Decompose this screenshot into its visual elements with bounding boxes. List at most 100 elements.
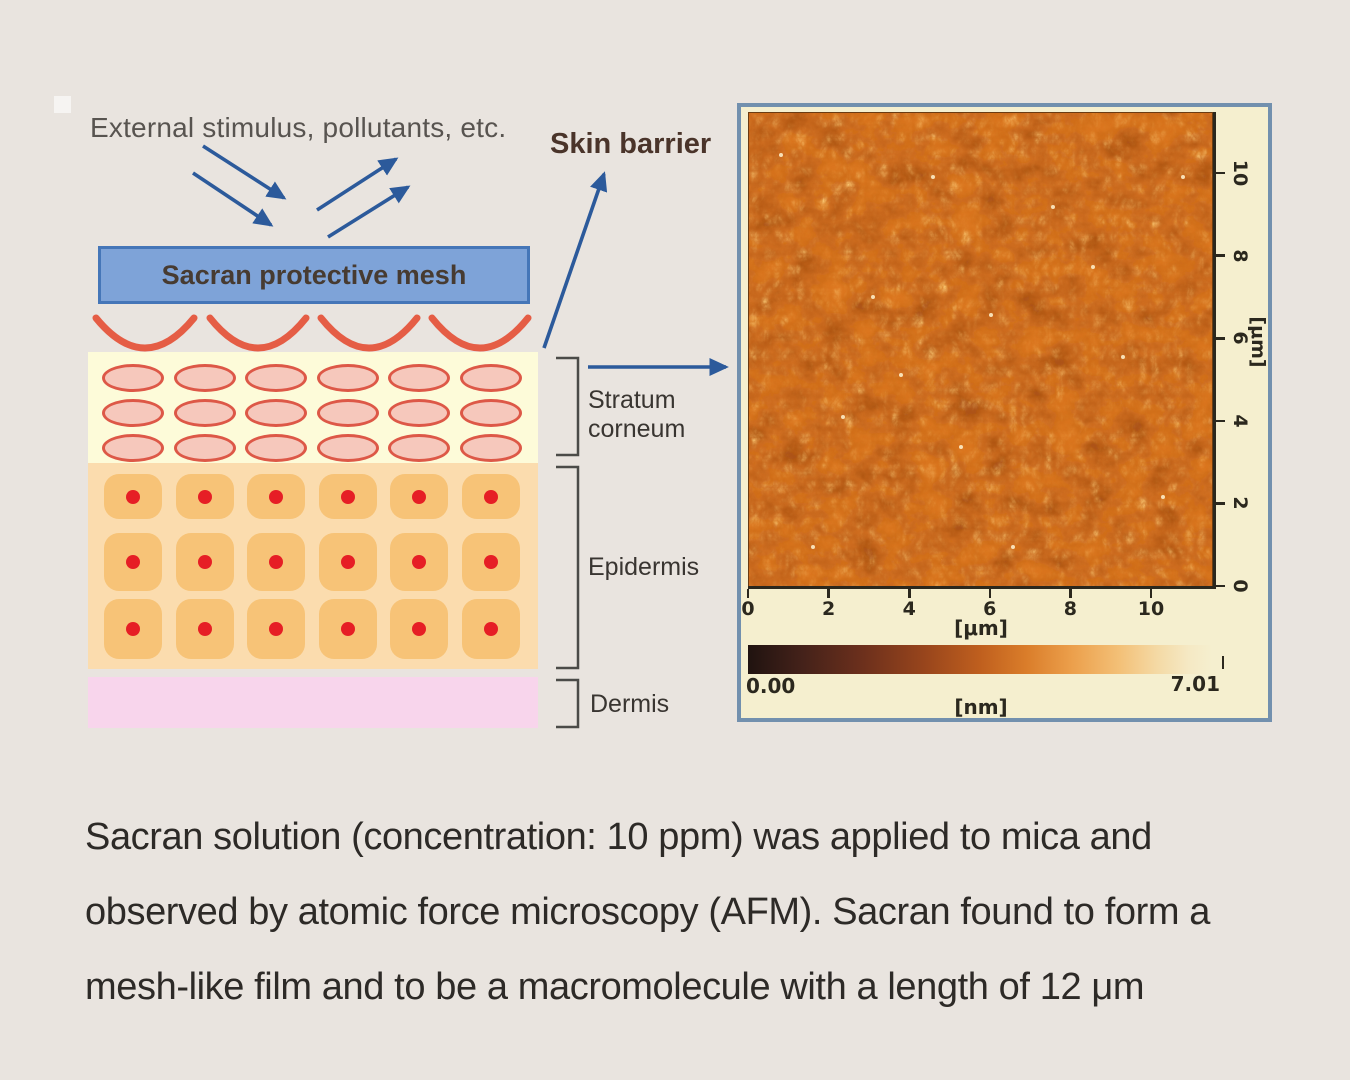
cell-nucleus-dot	[197, 555, 212, 569]
afm-texture	[749, 113, 1212, 586]
corneocyte-cell	[316, 434, 379, 462]
x-axis-tick	[1069, 589, 1072, 598]
cell-nucleus-dot	[269, 622, 283, 636]
y-axis-tick-label: 6	[1229, 331, 1251, 345]
x-axis-tick	[988, 589, 992, 598]
keratinocyte-cell	[461, 533, 520, 591]
corneocyte-cell	[173, 434, 236, 462]
cell-nucleus-dot	[340, 489, 355, 504]
sacran-mesh-arcs	[92, 314, 532, 352]
cell-nucleus-dot	[412, 555, 426, 569]
keratinocyte-cell	[318, 533, 377, 591]
bright-speck	[1051, 205, 1055, 209]
keratinocyte-cell	[247, 533, 305, 591]
afm-x-axis	[748, 586, 1216, 589]
keratinocyte-cell	[461, 474, 520, 519]
height-scale-gradient	[748, 645, 1212, 674]
bright-speck	[1091, 265, 1095, 269]
keratinocyte-cell	[247, 599, 305, 659]
stratum-corneum-bracket	[556, 356, 580, 457]
cell-nucleus-dot	[483, 622, 498, 636]
height-scale-min: 0.00	[746, 674, 796, 698]
cell-nucleus-dot	[340, 622, 355, 636]
figure-caption: Sacran solution (concentration: 10 ppm) …	[85, 800, 1315, 1025]
x-axis-tick-label: 0	[741, 598, 755, 620]
x-axis-tick	[746, 589, 750, 598]
stimulus-arrows	[192, 144, 411, 239]
y-axis-tick-label: 4	[1229, 414, 1251, 428]
bright-speck	[1011, 545, 1015, 549]
keratinocyte-cell	[104, 533, 162, 591]
skin-barrier-label: Skin barrier	[550, 128, 712, 160]
mesh-arc	[428, 314, 532, 352]
height-scale-unit-label: [nm]	[954, 695, 1008, 719]
sacran-mesh-box: Sacran protective mesh	[98, 246, 530, 304]
caption-line-2: observed by atomic force microscopy (AFM…	[85, 891, 1210, 933]
skin-barrier-arrow	[542, 171, 608, 349]
bright-speck	[931, 175, 935, 179]
y-axis-tick-label: 2	[1229, 496, 1251, 510]
keratinocyte-cell	[175, 474, 234, 519]
cell-nucleus-dot	[126, 555, 140, 569]
y-axis-tick-label: 10	[1229, 159, 1251, 187]
bright-speck	[1161, 495, 1165, 499]
bright-speck	[899, 373, 903, 377]
mesh-arc	[206, 314, 310, 352]
keratinocyte-cell	[390, 599, 448, 659]
bright-speck	[871, 295, 875, 299]
bright-speck	[841, 415, 845, 419]
deflected-arrow	[327, 185, 411, 239]
cell-nucleus-dot	[197, 489, 212, 504]
x-axis-tick-label: 2	[821, 598, 836, 620]
afm-micrograph	[748, 112, 1213, 587]
y-axis-tick	[1216, 337, 1225, 340]
bright-speck	[779, 153, 783, 157]
cell-nucleus-dot	[197, 622, 212, 636]
corneocyte-cell	[388, 364, 450, 392]
dermis-label: Dermis	[590, 690, 670, 718]
x-axis-tick	[908, 589, 911, 598]
corneocyte-cell	[388, 434, 450, 462]
keratinocyte-cell	[175, 533, 234, 591]
x-axis-tick	[1149, 589, 1153, 598]
incoming-arrow	[192, 171, 274, 227]
corneocyte-cell	[459, 434, 522, 462]
mesh-arc	[92, 314, 198, 352]
cell-nucleus-dot	[412, 622, 426, 636]
y-axis-tick	[1216, 502, 1225, 505]
corneocyte-cell	[173, 399, 236, 427]
cell-nucleus-dot	[483, 555, 498, 569]
y-axis-tick-label: 0	[1229, 579, 1251, 593]
corneocyte-cell	[316, 364, 379, 392]
keratinocyte-cell	[175, 599, 234, 659]
keratinocyte-cell	[461, 599, 520, 659]
corneocyte-cell	[245, 364, 307, 392]
corneocyte-cell	[102, 434, 164, 462]
x-axis-tick	[827, 589, 830, 598]
dermis-bracket	[556, 678, 580, 729]
keratinocyte-cell	[318, 474, 377, 519]
epidermis-bracket	[556, 465, 580, 670]
keratinocyte-cell	[390, 474, 448, 519]
x-axis-tick-label: 6	[983, 598, 997, 620]
cell-nucleus-dot	[340, 555, 355, 569]
sacran-mesh-box-label: Sacran protective mesh	[161, 259, 467, 290]
corneocyte-cell	[316, 399, 379, 427]
layer-brackets	[556, 356, 580, 729]
corneocyte-cell	[388, 399, 450, 427]
stratum-corneum-label: Stratum corneum	[588, 386, 686, 443]
keratinocyte-cell	[247, 474, 305, 519]
x-axis-tick-label: 4	[902, 598, 916, 620]
corneocyte-cell	[173, 364, 236, 392]
caption-line-1: Sacran solution (concentration: 10 ppm) …	[85, 816, 1152, 858]
cell-nucleus-dot	[126, 489, 140, 504]
cell-nucleus-dot	[269, 489, 283, 504]
corneocyte-cell	[245, 434, 307, 462]
cell-nucleus-dot	[483, 489, 498, 504]
epidermis-label: Epidermis	[588, 553, 700, 581]
corneocyte-cell	[459, 399, 522, 427]
corneocyte-cell	[102, 364, 164, 392]
corneocyte-cell	[245, 399, 307, 427]
background-artifact	[54, 96, 71, 113]
